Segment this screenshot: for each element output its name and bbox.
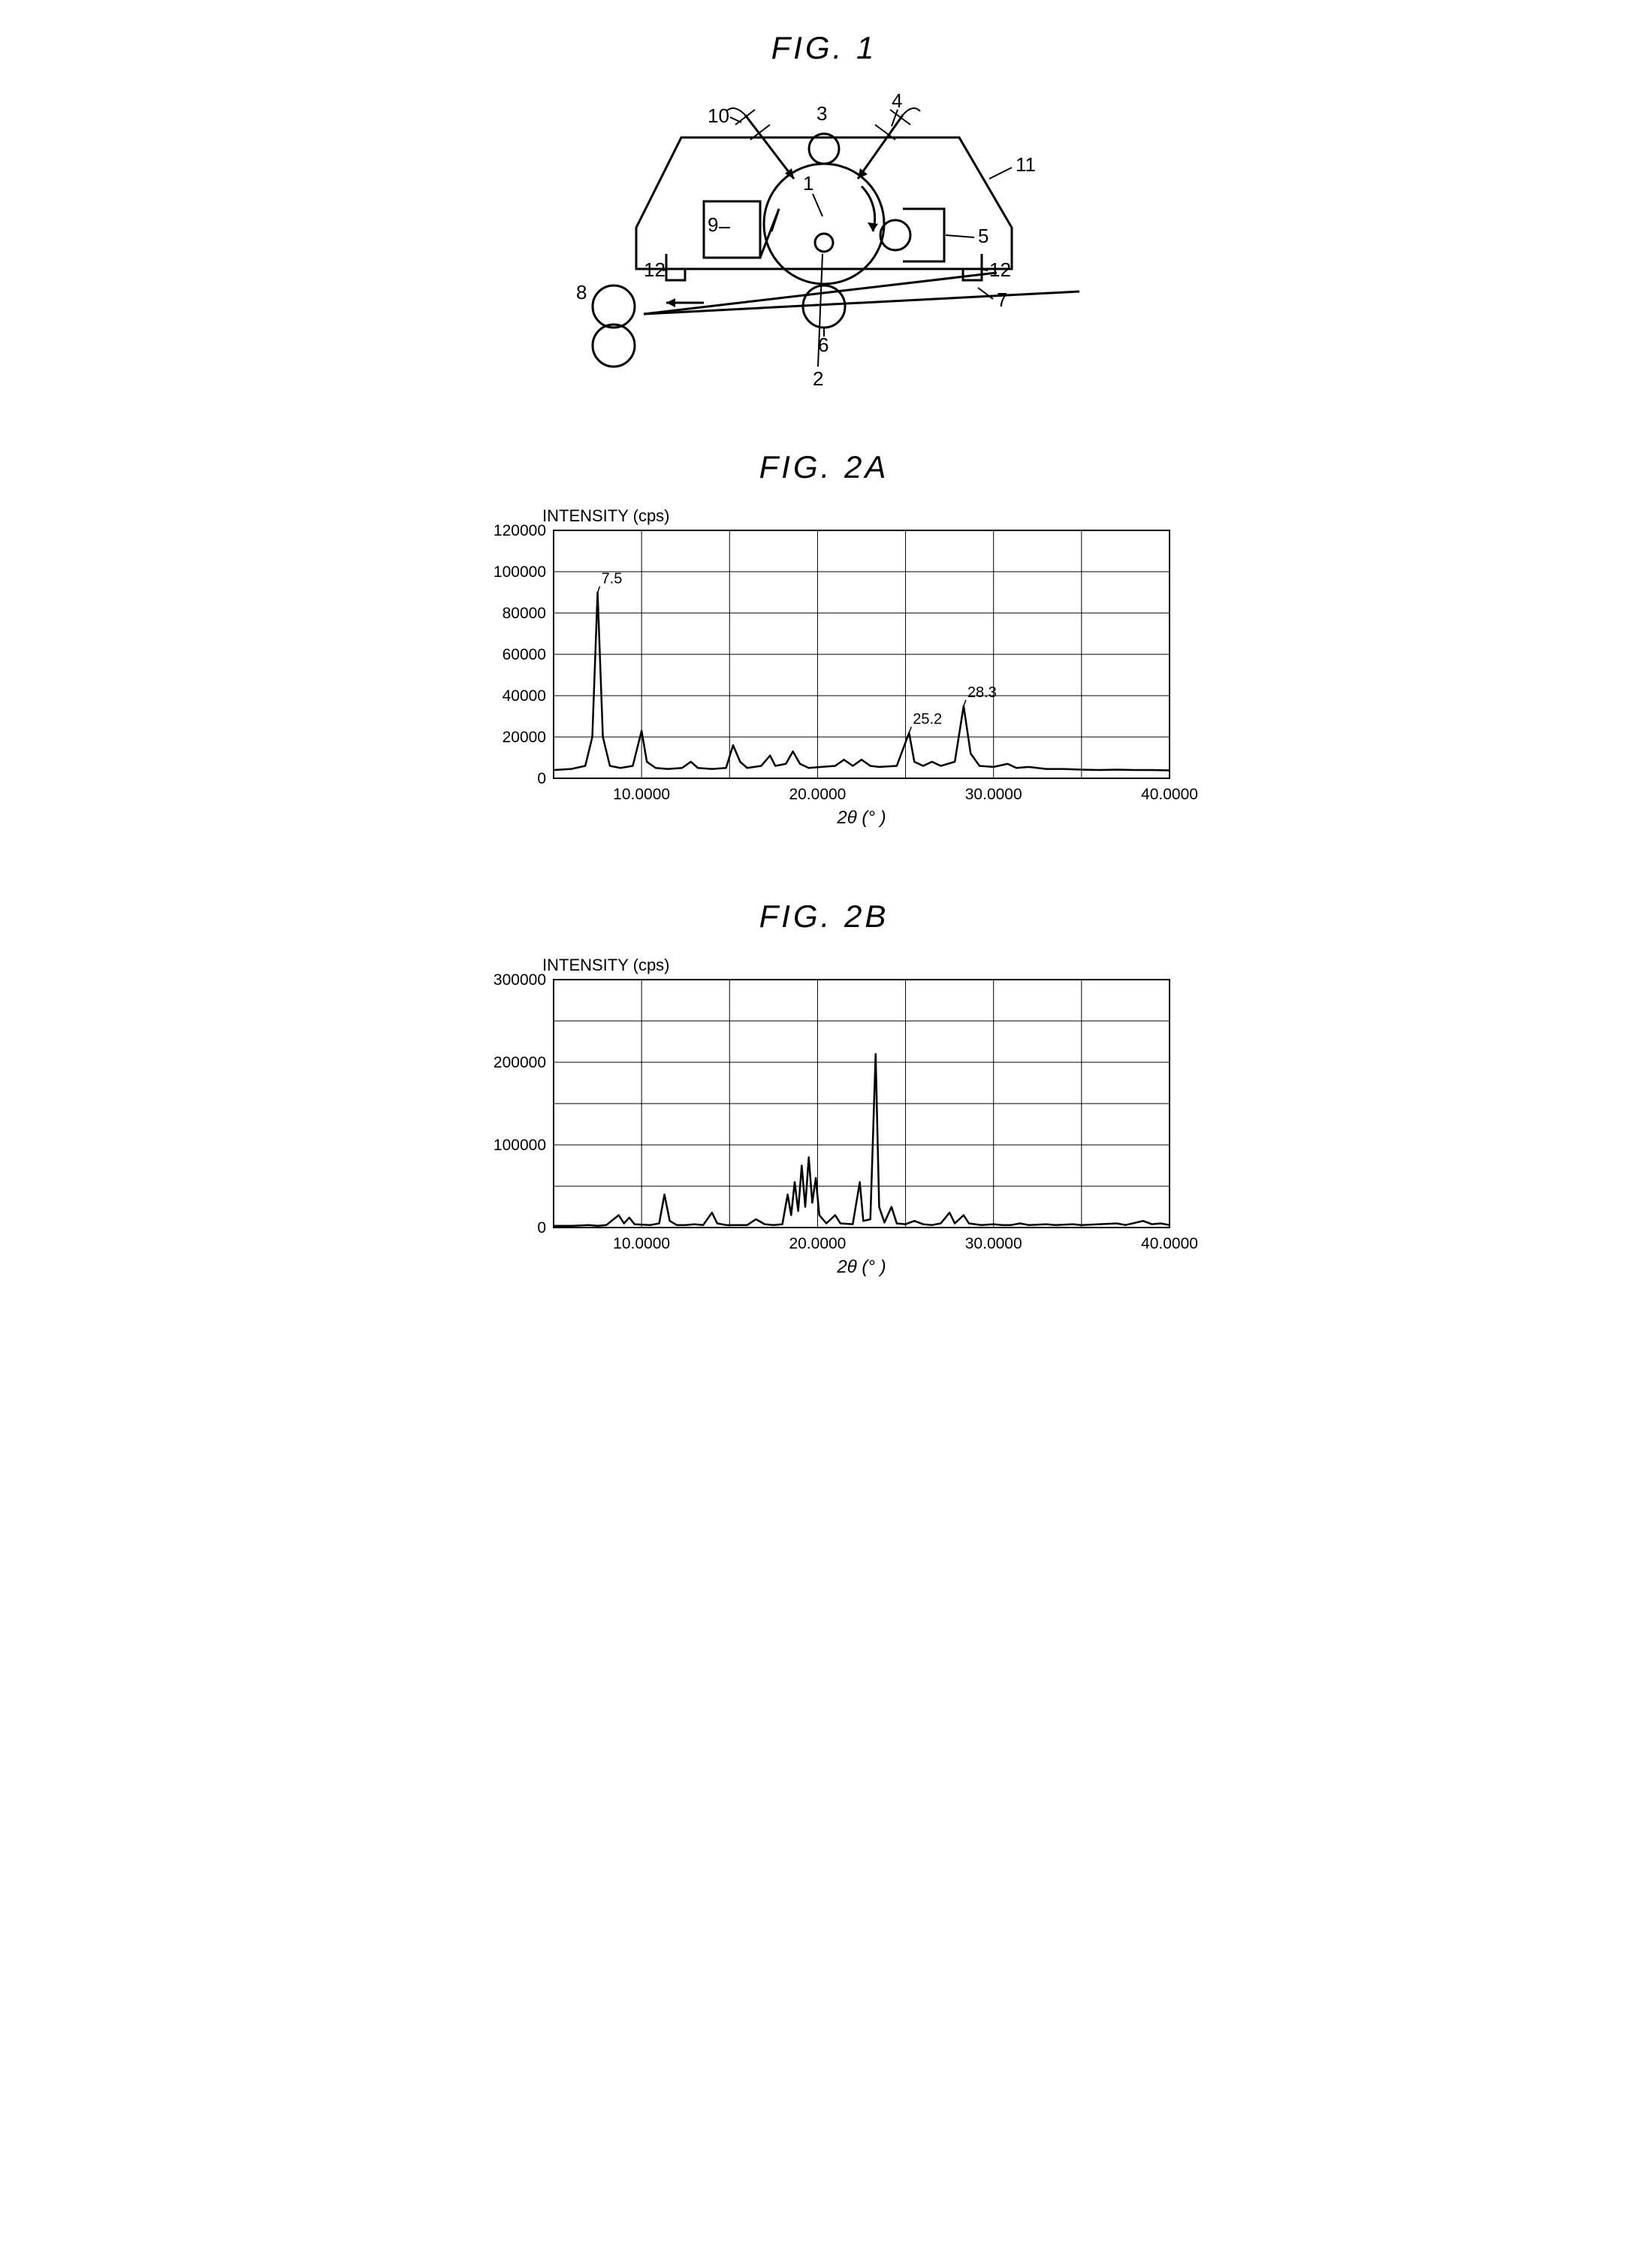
label-5: 5 [978, 225, 988, 247]
svg-text:100000: 100000 [493, 1137, 546, 1154]
fig2a-chart: INTENSITY (cps) 0 20000 40000 60000 80000 1000… [448, 500, 1200, 853]
svg-text:0: 0 [537, 770, 546, 787]
label-8: 8 [576, 281, 587, 304]
svg-text:120000: 120000 [493, 522, 546, 539]
svg-text:INTENSITY (cps): INTENSITY (cps) [542, 956, 670, 974]
svg-text:30.0000: 30.0000 [965, 786, 1022, 803]
svg-text:28.3: 28.3 [967, 684, 997, 701]
fig1-title: FIG. 1 [771, 30, 877, 66]
svg-text:25.2: 25.2 [913, 711, 942, 728]
label-11: 11 [1016, 153, 1036, 176]
svg-text:20.0000: 20.0000 [789, 1235, 846, 1252]
svg-text:40.0000: 40.0000 [1141, 786, 1198, 803]
fig2a-title: FIG. 2A [759, 449, 889, 485]
svg-text:200000: 200000 [493, 1054, 546, 1071]
label-6b: 6 [818, 334, 829, 356]
svg-text:40000: 40000 [503, 687, 546, 705]
label-3: 3 [816, 102, 827, 125]
svg-text:2θ (° ): 2θ (° ) [836, 808, 886, 828]
label-10: 10 [708, 104, 729, 127]
svg-text:20000: 20000 [503, 729, 546, 746]
svg-text:80000: 80000 [503, 605, 546, 622]
label-9: 9 [708, 213, 718, 236]
svg-text:60000: 60000 [503, 646, 546, 663]
svg-text:10.0000: 10.0000 [613, 1235, 670, 1252]
svg-text:2θ (° ): 2θ (° ) [836, 1257, 886, 1277]
svg-text:100000: 100000 [493, 563, 546, 581]
fig2b-title: FIG. 2B [759, 898, 889, 935]
svg-text:40.0000: 40.0000 [1141, 1235, 1198, 1252]
figure-1: FIG. 1 [561, 30, 1087, 404]
svg-text:7.5: 7.5 [602, 571, 623, 587]
label-2: 2 [813, 367, 823, 390]
svg-text:10.0000: 10.0000 [613, 786, 670, 803]
label-4: 4 [892, 89, 902, 112]
fig2b-chart: INTENSITY (cps) 0 100000 200000 300000 10.000… [448, 950, 1200, 1303]
svg-text:0: 0 [537, 1219, 546, 1237]
svg-text:300000: 300000 [493, 971, 546, 989]
figure-2a: FIG. 2A INTENSITY (cps) 0 20000 40000 60000 8… [448, 449, 1200, 853]
fig1-diagram: 1 2 3 4 5 6 7 8 9 10 11 12 12 [561, 81, 1087, 404]
svg-text:30.0000: 30.0000 [965, 1235, 1022, 1252]
figure-2b: FIG. 2B INTENSITY (cps) 0 100000 200000 3000… [448, 898, 1200, 1303]
label-7: 7 [997, 288, 1007, 311]
label-12b: 12 [989, 258, 1011, 281]
svg-text:20.0000: 20.0000 [789, 786, 846, 803]
label-1: 1 [803, 172, 813, 195]
label-12a: 12 [644, 258, 666, 281]
svg-text:INTENSITY (cps): INTENSITY (cps) [542, 506, 670, 525]
